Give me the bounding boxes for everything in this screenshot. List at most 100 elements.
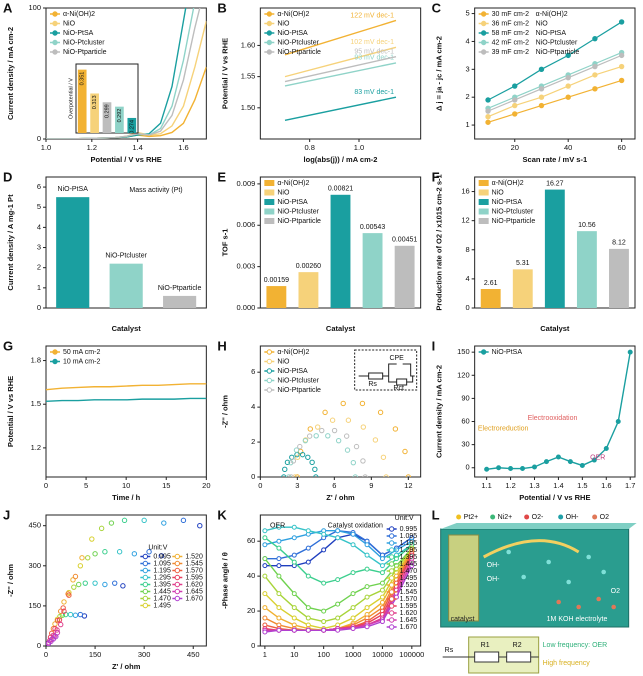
- bar: [56, 197, 90, 308]
- annotation: OER: [270, 522, 285, 529]
- legend-label: 1.645: [185, 588, 203, 595]
- marker: [364, 552, 370, 558]
- marker: [321, 531, 327, 537]
- y-axis-label: TOF s-1: [220, 229, 229, 257]
- legend-label: NiO-Ptparticle: [277, 387, 321, 394]
- y-tick-label: 100: [28, 3, 41, 12]
- marker: [262, 605, 268, 611]
- point: [112, 580, 118, 586]
- point: [102, 581, 108, 588]
- marker: [627, 349, 633, 355]
- point: [592, 63, 598, 70]
- legend-swatch: [388, 526, 395, 532]
- point: [359, 400, 366, 407]
- marker: [276, 615, 282, 621]
- legend-swatch: [388, 533, 395, 539]
- y-tick-label: 4: [465, 274, 469, 283]
- series-line: [284, 46, 397, 78]
- x-tick-label: 1.4: [132, 143, 142, 152]
- point: [141, 517, 147, 524]
- resistor: [474, 651, 500, 663]
- point: [380, 454, 387, 460]
- point: [288, 474, 294, 477]
- point: [319, 427, 325, 434]
- x-tick-label: 10: [122, 481, 130, 490]
- diagram-label: OH-: [487, 576, 501, 583]
- x-tick-label: 1.2: [505, 481, 515, 490]
- marker: [262, 591, 268, 597]
- y-tick-label: 1: [465, 120, 469, 129]
- catalyst-slab: [448, 534, 480, 622]
- y-tick-label: 0: [37, 641, 41, 650]
- plot-frame: [45, 345, 207, 478]
- x-tick-label: 1.0: [41, 143, 51, 152]
- legend-label: Ni2+: [498, 514, 513, 521]
- inset-bar: [90, 93, 99, 133]
- marker: [276, 627, 282, 633]
- marker: [276, 556, 282, 562]
- point: [538, 102, 545, 109]
- marker: [276, 591, 282, 597]
- marker: [276, 573, 282, 579]
- point: [485, 119, 491, 125]
- legend-swatch: [478, 189, 489, 196]
- legend-dot: [592, 514, 598, 520]
- point: [72, 612, 79, 618]
- resistor: [368, 372, 384, 380]
- marker: [364, 584, 370, 590]
- x-tick-label: 1000: [345, 650, 362, 659]
- value-label: 0.00821: [328, 186, 353, 193]
- ion: [506, 549, 511, 555]
- marker: [496, 465, 502, 471]
- point: [89, 536, 95, 542]
- legend-label: α-Ni(OH)2: [277, 11, 309, 18]
- fit-line: [487, 21, 622, 101]
- marker: [591, 457, 597, 463]
- circuit-label: R1: [481, 642, 490, 649]
- point: [405, 474, 412, 477]
- inset-bar: [102, 102, 112, 133]
- x-tick-label: 0.8: [304, 143, 314, 152]
- x-tick-label: 10000: [372, 650, 393, 659]
- x-tick-label: 1.6: [178, 143, 188, 152]
- x-tick-label: 100000: [399, 650, 424, 659]
- diagram-label: OH-: [487, 562, 501, 569]
- annotation: Mass activity (Pt): [129, 187, 182, 194]
- point: [512, 102, 518, 109]
- x-tick-label: 1.4: [553, 481, 563, 490]
- point: [618, 63, 625, 70]
- point: [302, 437, 309, 444]
- point: [331, 427, 338, 434]
- marker: [350, 615, 356, 621]
- legend-label: NiO-Ptcluster: [536, 39, 578, 46]
- x-tick-label: 1.7: [625, 481, 635, 490]
- point: [512, 97, 518, 103]
- legend-label: 50 mA cm-2: [63, 349, 100, 356]
- fit-line: [487, 79, 622, 123]
- point: [82, 580, 88, 586]
- y-tick-label: 0: [37, 303, 41, 312]
- marker: [603, 445, 609, 451]
- resistor: [396, 378, 408, 386]
- inset-value-label: 0.351: [80, 72, 86, 86]
- value-label: 0.00260: [296, 263, 321, 270]
- point: [485, 114, 491, 120]
- legend-swatch: [388, 568, 395, 574]
- legend-swatch: [142, 560, 149, 567]
- marker: [276, 563, 282, 569]
- marker: [276, 605, 282, 611]
- point: [360, 424, 367, 430]
- y-tick-label: 20: [247, 606, 255, 615]
- point: [77, 611, 84, 618]
- point: [146, 549, 152, 555]
- legend-label: NiO-PtSA: [63, 30, 94, 37]
- series-line: [284, 55, 397, 83]
- plot-frame: [474, 345, 636, 478]
- legend-label: 10 mA cm-2: [63, 358, 100, 365]
- y-tick-label: 4: [37, 222, 41, 231]
- y-tick-label: 2: [465, 92, 469, 101]
- legend-swatch: [266, 387, 273, 393]
- point: [120, 583, 126, 589]
- legend-swatch: [388, 554, 395, 560]
- value-label: 16.27: [546, 180, 564, 187]
